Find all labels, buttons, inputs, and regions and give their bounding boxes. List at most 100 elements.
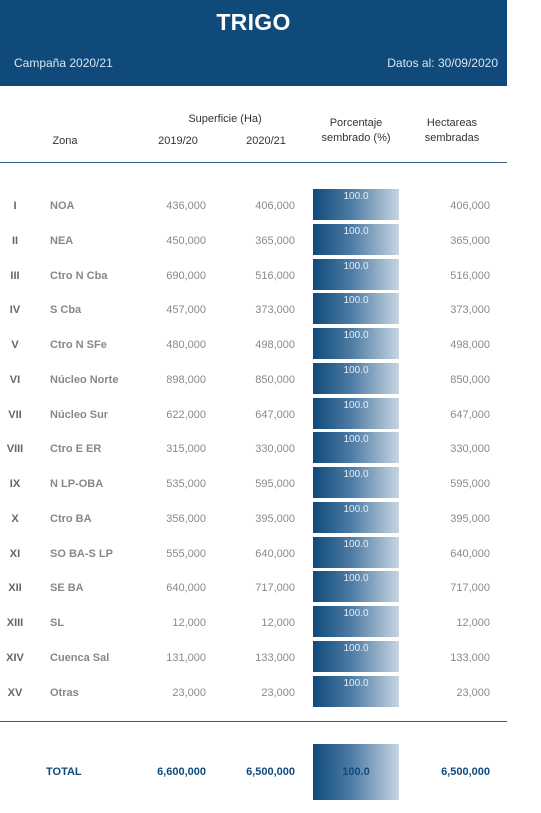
table-row: IV S Cba 457,000 373,000 373,000 100.0 xyxy=(0,293,507,327)
hectareas-sembradas: 365,000 xyxy=(450,234,490,247)
table-row: XII SE BA 640,000 717,000 717,000 100.0 xyxy=(0,571,507,605)
total-label: TOTAL xyxy=(46,766,82,778)
hectareas-header-line1: Hectareas xyxy=(426,117,478,129)
zone-number: XIV xyxy=(6,651,24,664)
surface-2019-20: 690,000 xyxy=(166,269,206,282)
table-row: I NOA 436,000 406,000 406,000 100.0 xyxy=(0,189,507,223)
hectareas-header-line2: sembradas xyxy=(424,132,480,144)
porcentaje-header-line2: sembrado (%) xyxy=(321,132,391,144)
percent-value: 100.0 xyxy=(343,538,369,550)
zone-name: Ctro E ER xyxy=(50,443,102,456)
surface-2020-21: 516,000 xyxy=(255,269,295,282)
zone-number: XII xyxy=(8,582,22,595)
superficie-header: Superficie (Ha) xyxy=(188,113,262,125)
surface-2020-21: 23,000 xyxy=(261,686,295,699)
surface-2019-20: 23,000 xyxy=(172,686,206,699)
hectareas-sembradas: 498,000 xyxy=(450,339,490,351)
percent-value: 100.0 xyxy=(343,677,369,689)
total-row: TOTAL 6,600,000 6,500,000 100.0 6,500,00… xyxy=(0,744,507,800)
table-row: XV Otras 23,000 23,000 23,000 100.0 xyxy=(0,675,507,710)
surface-2020-21: 395,000 xyxy=(255,512,295,525)
campaign-label: Campaña 2020/21 xyxy=(14,56,113,70)
surface-2019-20: 898,000 xyxy=(166,373,206,386)
percent-bar: 100.0 xyxy=(313,501,399,533)
zone-name: SE BA xyxy=(50,582,84,595)
total-hectareas: 6,500,000 xyxy=(441,766,490,778)
hectareas-sembradas: 516,000 xyxy=(450,269,490,282)
hectareas-sembradas: 640,000 xyxy=(450,547,490,560)
percent-bar: 100.0 xyxy=(313,536,399,568)
percent-value: 100.0 xyxy=(343,399,369,411)
zone-name: SL xyxy=(50,617,65,629)
zone-name: NOA xyxy=(50,200,75,212)
zone-name: Cuenca Sal xyxy=(50,651,110,664)
hectareas-sembradas: 717,000 xyxy=(450,582,490,595)
percent-value: 100.0 xyxy=(343,295,369,307)
surface-2020-21: 498,000 xyxy=(255,339,295,351)
percent-bar: 100.0 xyxy=(313,362,399,394)
percent-value: 100.0 xyxy=(343,642,369,654)
zone-number: VII xyxy=(8,408,22,421)
zone-name: Núcleo Sur xyxy=(50,408,109,421)
total-2019-20: 6,600,000 xyxy=(157,766,206,778)
zone-number: IX xyxy=(9,478,21,490)
porcentaje-header-line1: Porcentaje xyxy=(329,117,383,129)
zone-number: II xyxy=(11,234,19,247)
percent-bar: 100.0 xyxy=(313,675,399,707)
surface-2019-20: 622,000 xyxy=(166,408,206,421)
zone-name: S Cba xyxy=(50,304,82,317)
surface-2019-20: 640,000 xyxy=(166,582,206,595)
percent-value: 100.0 xyxy=(343,434,369,446)
zone-number: X xyxy=(11,512,19,525)
zone-number: XV xyxy=(7,686,23,699)
zone-name: Núcleo Norte xyxy=(50,373,119,386)
table-row: II NEA 450,000 365,000 365,000 100.0 xyxy=(0,223,507,258)
hectareas-sembradas: 850,000 xyxy=(450,373,490,386)
table-row: VIII Ctro E ER 315,000 330,000 330,000 100.0 xyxy=(0,432,507,466)
data-date-label: Datos al: 30/09/2020 xyxy=(387,56,498,70)
surface-2019-20: 535,000 xyxy=(166,478,206,490)
percent-bar: 100.0 xyxy=(313,606,399,637)
hectareas-sembradas: 23,000 xyxy=(456,686,490,699)
zone-name: Ctro N SFe xyxy=(50,339,107,351)
hectareas-sembradas: 330,000 xyxy=(450,443,490,456)
zone-name: Ctro BA xyxy=(50,512,92,525)
hectareas-sembradas: 373,000 xyxy=(450,304,490,317)
zone-number: V xyxy=(11,339,19,351)
surface-2020-21: 12,000 xyxy=(261,617,295,629)
surface-2020-21: 406,000 xyxy=(255,200,295,212)
surface-2020-21: 373,000 xyxy=(255,304,295,317)
hectareas-header: Hectareas sembradas xyxy=(412,116,492,146)
percent-bar: 100.0 xyxy=(313,293,399,325)
total-divider xyxy=(0,721,507,722)
zone-name: NEA xyxy=(50,234,74,247)
table-row: IX N LP-OBA 535,000 595,000 595,000 100.0 xyxy=(0,467,507,501)
zone-name: Otras xyxy=(50,686,79,699)
hectareas-sembradas: 406,000 xyxy=(450,200,490,212)
percent-bar: 100.0 xyxy=(313,571,399,603)
hectareas-sembradas: 12,000 xyxy=(456,617,490,629)
table-row: VII Núcleo Sur 622,000 647,000 647,000 100.0 xyxy=(0,397,507,432)
percent-value: 100.0 xyxy=(343,364,369,376)
percent-bar: 100.0 xyxy=(313,467,399,498)
table-row: III Ctro N Cba 690,000 516,000 516,000 100.0 xyxy=(0,258,507,293)
percent-value: 100.0 xyxy=(343,330,369,341)
table-row: XIII SL 12,000 12,000 12,000 100.0 xyxy=(0,606,507,640)
hectareas-sembradas: 595,000 xyxy=(450,478,490,490)
table-row: XI SO BA-S LP 555,000 640,000 640,000 100.0 xyxy=(0,536,507,571)
report-title: TRIGO xyxy=(216,9,291,35)
percent-value: 100.0 xyxy=(343,191,369,202)
percent-value: 100.0 xyxy=(343,225,369,237)
total-percent-value: 100.0 xyxy=(342,766,370,778)
percent-value: 100.0 xyxy=(343,469,369,480)
percent-bar: 100.0 xyxy=(313,223,399,255)
hectareas-sembradas: 647,000 xyxy=(450,408,490,421)
surface-2019-20: 457,000 xyxy=(166,304,206,317)
percent-bar: 100.0 xyxy=(313,258,399,290)
surface-2020-21: 850,000 xyxy=(255,373,295,386)
table-row: XIV Cuenca Sal 131,000 133,000 133,000 100.0 xyxy=(0,640,507,675)
surface-2019-20: 12,000 xyxy=(172,617,206,629)
year1-header: 2019/20 xyxy=(158,135,198,147)
surface-2019-20: 315,000 xyxy=(166,443,206,456)
total-percent-bar: 100.0 xyxy=(313,744,399,800)
